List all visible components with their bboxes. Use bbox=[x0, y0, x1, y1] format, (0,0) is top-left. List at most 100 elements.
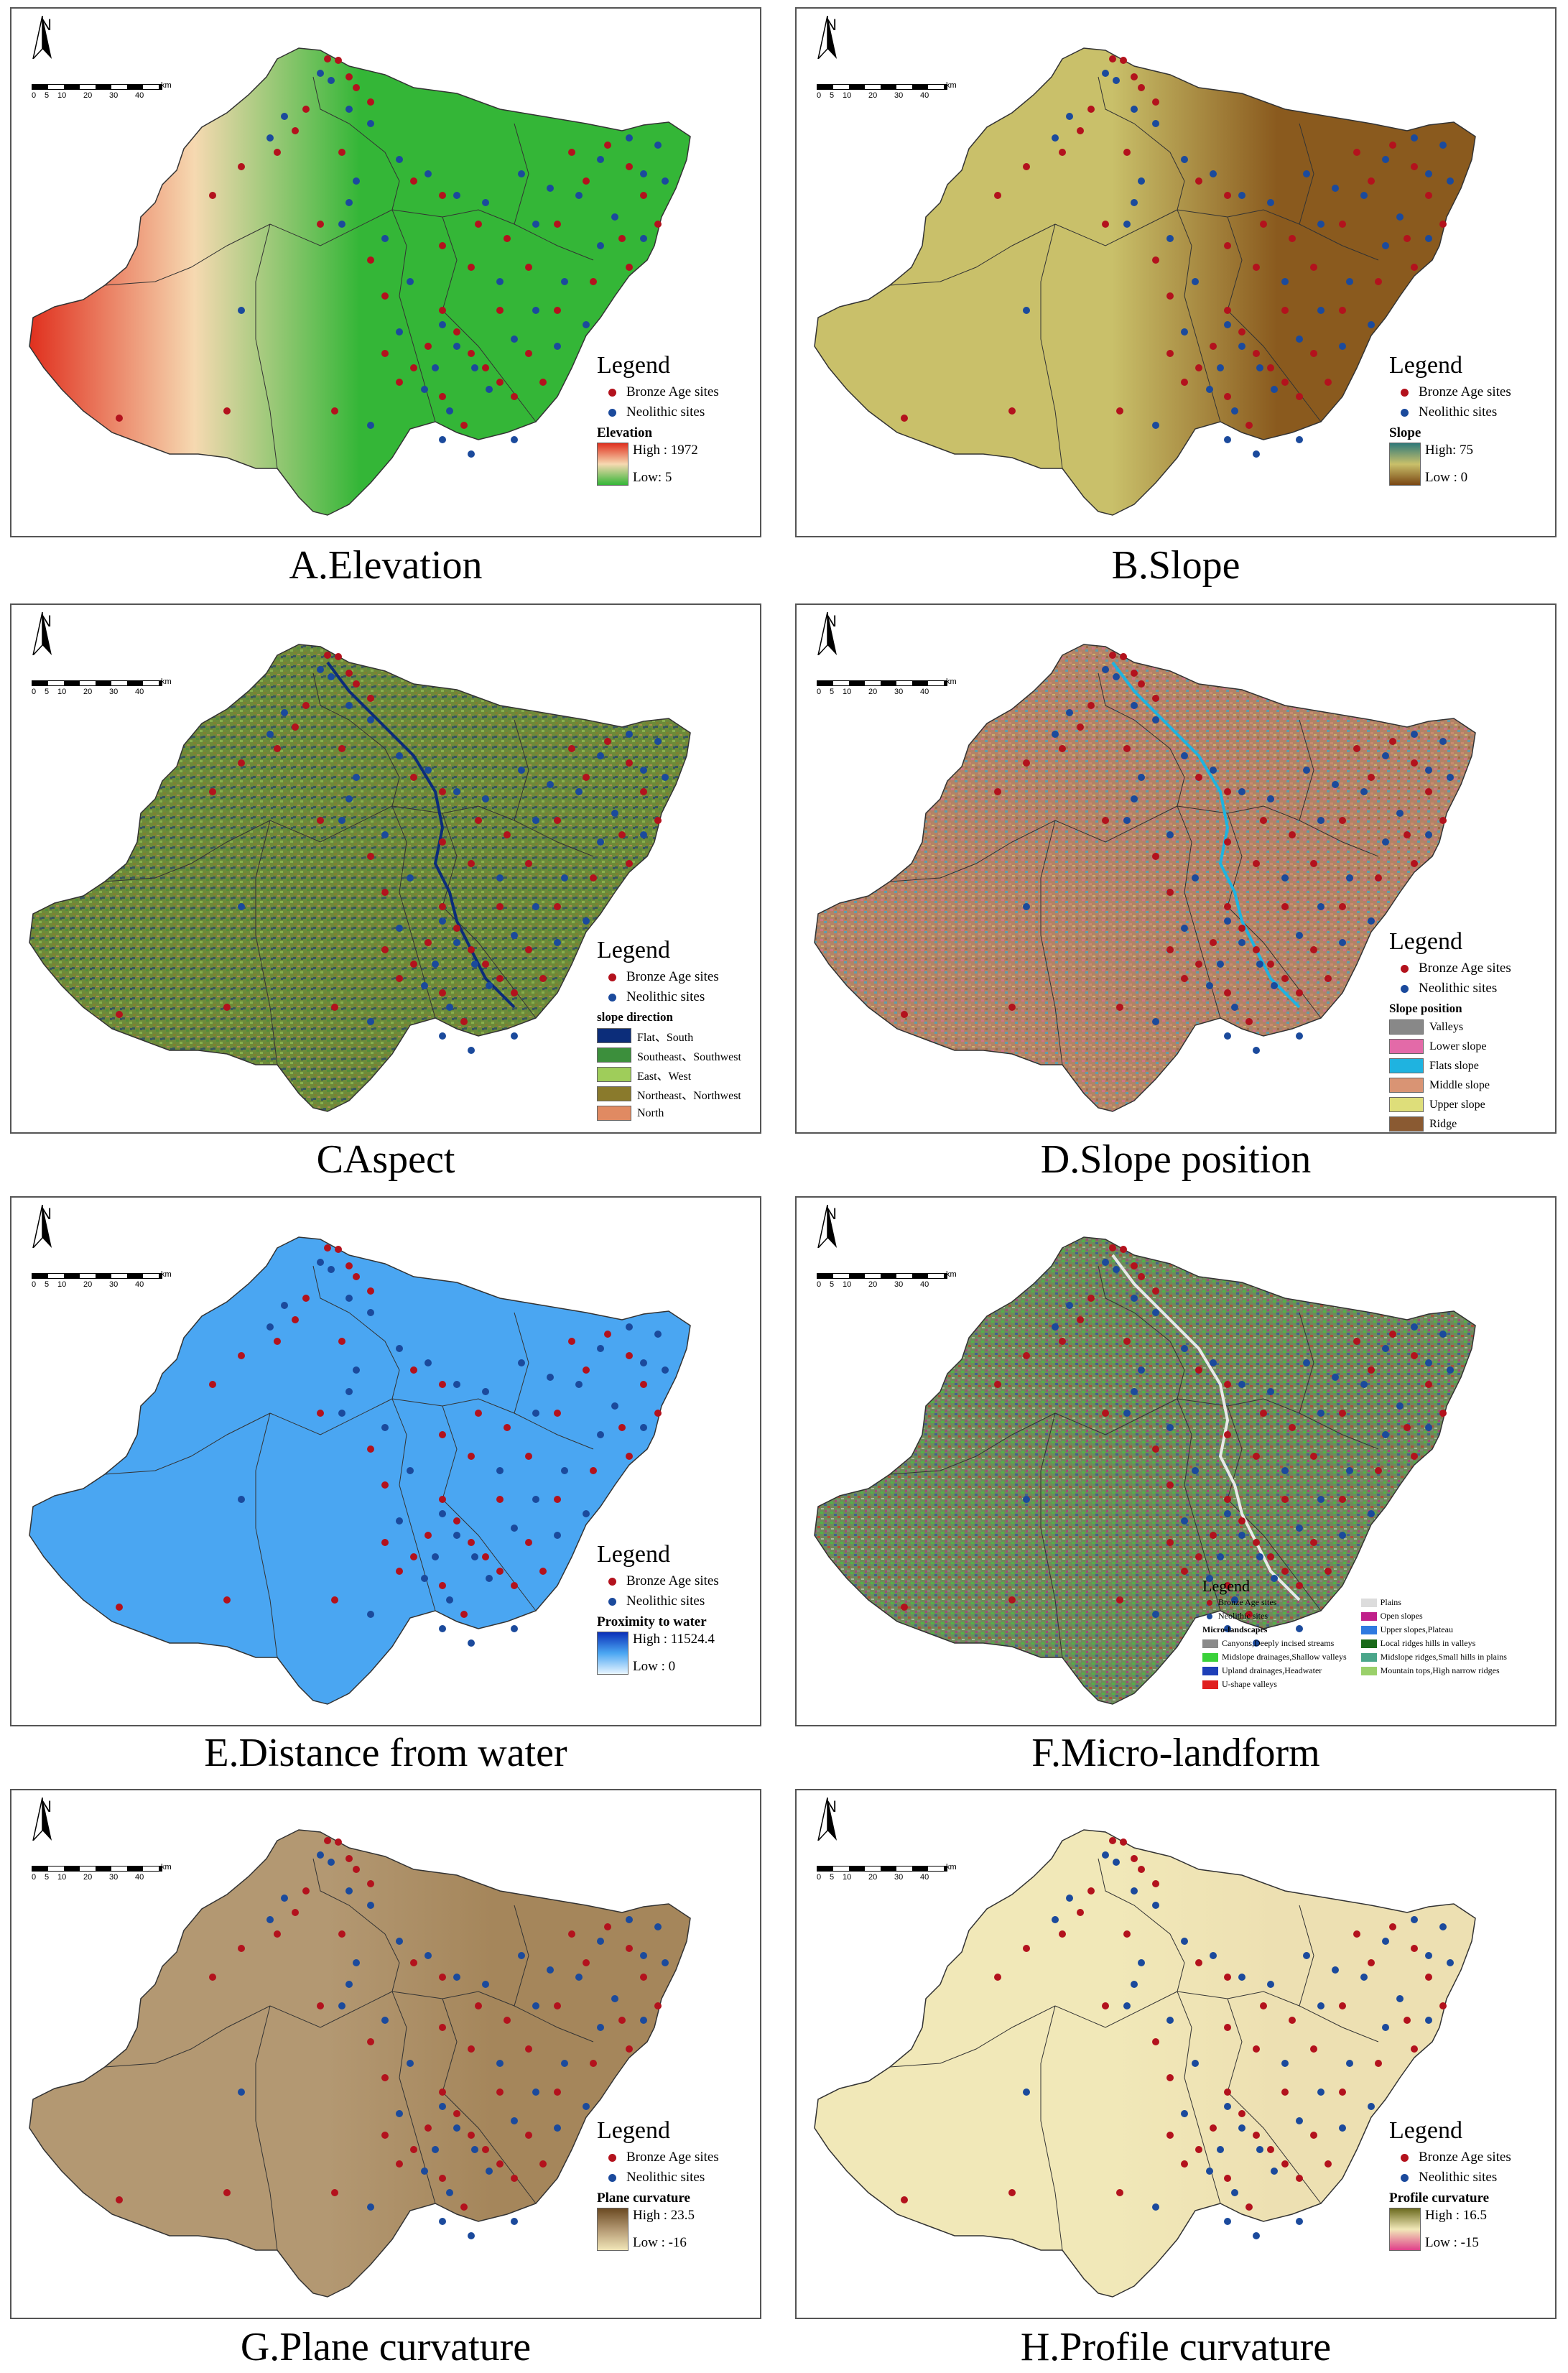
scale-unit-label: km bbox=[946, 81, 957, 90]
bronze-age-site-point bbox=[901, 1604, 908, 1611]
bronze-age-site-point bbox=[425, 343, 432, 350]
legend-site-label: Bronze Age sites bbox=[626, 969, 719, 984]
bronze-age-site-point bbox=[1023, 759, 1030, 767]
bronze-age-site-point bbox=[1238, 328, 1245, 336]
bronze-age-site-point bbox=[1253, 264, 1260, 271]
legend-title: Legend bbox=[1389, 2117, 1462, 2144]
caption-d: D.Slope position bbox=[1040, 1137, 1312, 1182]
neolithic-site-point bbox=[1217, 1553, 1224, 1560]
bronze-age-site-point bbox=[453, 328, 460, 336]
bronze-age-site-point bbox=[1166, 889, 1174, 896]
bronze-age-site-point bbox=[1253, 350, 1260, 357]
bronze-age-site-point bbox=[439, 307, 446, 314]
bronze-age-site-point bbox=[468, 1453, 475, 1460]
neolithic-site-point bbox=[554, 1532, 561, 1539]
bronze-age-site-point bbox=[367, 1445, 374, 1453]
bronze-age-site-point bbox=[453, 925, 460, 932]
bronze-age-site-point bbox=[292, 127, 299, 134]
bronze-age-site-point bbox=[583, 1959, 590, 1966]
neolithic-site-point bbox=[367, 1611, 374, 1618]
neolithic-site-point bbox=[1113, 673, 1120, 680]
bronze-age-site-point bbox=[425, 1532, 432, 1539]
bronze-age-site-point bbox=[1152, 853, 1159, 860]
neolithic-site-point bbox=[1224, 2218, 1231, 2225]
bronze-age-site-point bbox=[1224, 1431, 1231, 1438]
bronze-age-site-point bbox=[238, 1352, 245, 1359]
neolithic-site-point bbox=[345, 1981, 353, 1988]
bronze-age-site-point bbox=[453, 1517, 460, 1525]
neolithic-site-point bbox=[1317, 221, 1325, 228]
bronze-age-site-point bbox=[1253, 860, 1260, 867]
bronze-age-site-point bbox=[1260, 817, 1267, 824]
county-boundary bbox=[1177, 209, 1221, 422]
bronze-age-site-point bbox=[1224, 1974, 1231, 1981]
bronze-age-site-point bbox=[604, 738, 611, 745]
scale-tick-label: 5 bbox=[45, 1280, 50, 1289]
bronze-age-site-point bbox=[1116, 1596, 1123, 1604]
scale-tick-label: 5 bbox=[830, 91, 835, 100]
neolithic-site-point bbox=[482, 795, 489, 802]
neolithic-site-point bbox=[453, 1532, 460, 1539]
neolithic-site-point bbox=[511, 932, 518, 939]
bronze-age-site-point bbox=[568, 149, 575, 156]
bronze-age-site-point bbox=[1102, 1410, 1109, 1417]
bronze-age-site-point bbox=[1439, 817, 1447, 824]
neolithic-site-point bbox=[1447, 774, 1454, 781]
county-boundary bbox=[255, 1412, 278, 1658]
bronze-age-site-point bbox=[1224, 1381, 1231, 1388]
legend-category-title: Slope position bbox=[1389, 1002, 1462, 1015]
neolithic-site-point bbox=[1224, 436, 1231, 443]
legend-swatch bbox=[1360, 1652, 1377, 1662]
neolithic-site-point bbox=[1368, 321, 1375, 328]
bronze-age-site-point bbox=[338, 745, 345, 752]
legend-category-label: Valleys bbox=[1429, 1020, 1464, 1033]
legend-site-label: Bronze Age sites bbox=[1419, 2150, 1511, 2165]
neolithic-site-point bbox=[425, 1952, 432, 1959]
neolithic-site-point bbox=[1296, 932, 1303, 939]
scale-unit-label: km bbox=[161, 677, 172, 686]
neolithic-site-point bbox=[1102, 1259, 1109, 1266]
neolithic-site-point bbox=[1339, 2124, 1346, 2132]
bronze-age-site-point bbox=[1138, 1273, 1145, 1280]
neolithic-site-point bbox=[1102, 70, 1109, 77]
neolithic-site-point bbox=[338, 221, 345, 228]
scale-tick-label: 0 bbox=[817, 91, 822, 100]
neolithic-site-point bbox=[1066, 1895, 1073, 1902]
scale-tick-label: 0 bbox=[32, 91, 37, 100]
north-arrow-icon: N bbox=[817, 1798, 845, 1841]
bronze-age-site-point bbox=[626, 2045, 633, 2053]
legend-category-label: Southeast、Southwest bbox=[637, 1050, 741, 1063]
legend-site-label: Neolithic sites bbox=[1419, 404, 1498, 420]
neolithic-site-point bbox=[1231, 2189, 1238, 2196]
neolithic-site-point bbox=[396, 1938, 403, 1945]
bronze-age-site-point bbox=[116, 415, 123, 422]
bronze-age-site-point bbox=[1102, 221, 1109, 228]
scale-tick-label: 5 bbox=[830, 688, 835, 696]
north-arrow-icon: N bbox=[32, 1798, 60, 1841]
neolithic-site-point bbox=[1346, 874, 1353, 882]
neolithic-site-point bbox=[1217, 961, 1224, 968]
scale-tick-label: 40 bbox=[135, 1280, 144, 1289]
legend-ramp-low: Low : 0 bbox=[633, 1659, 676, 1674]
bronze-age-site-point bbox=[590, 278, 597, 285]
county-boundary bbox=[889, 223, 1056, 286]
bronze-age-site-point bbox=[317, 1410, 324, 1417]
scale-tick-label: 0 bbox=[32, 688, 37, 696]
neolithic-site-point bbox=[1303, 1952, 1310, 1959]
neolithic-site-point bbox=[1181, 328, 1188, 336]
bronze-age-site-point bbox=[511, 989, 518, 996]
neolithic-site-point bbox=[561, 278, 568, 285]
legend-ramp-title: Elevation bbox=[597, 425, 653, 440]
legend-site-label: Bronze Age sites bbox=[626, 2150, 719, 2165]
bronze-age-site-point bbox=[1087, 1887, 1095, 1895]
bronze-age-site-point bbox=[1353, 1930, 1360, 1938]
scale-tick-label: 5 bbox=[830, 1873, 835, 1882]
site-dot-icon bbox=[1207, 1599, 1212, 1606]
bronze-age-site-point bbox=[1253, 1539, 1260, 1546]
neolithic-site-point bbox=[1231, 407, 1238, 415]
bronze-age-site-point bbox=[468, 2045, 475, 2053]
bronze-age-site-point bbox=[626, 1453, 633, 1460]
bronze-age-site-point bbox=[496, 975, 504, 982]
legend-swatch bbox=[1202, 1639, 1218, 1648]
neolithic-site-point bbox=[1439, 1923, 1447, 1930]
